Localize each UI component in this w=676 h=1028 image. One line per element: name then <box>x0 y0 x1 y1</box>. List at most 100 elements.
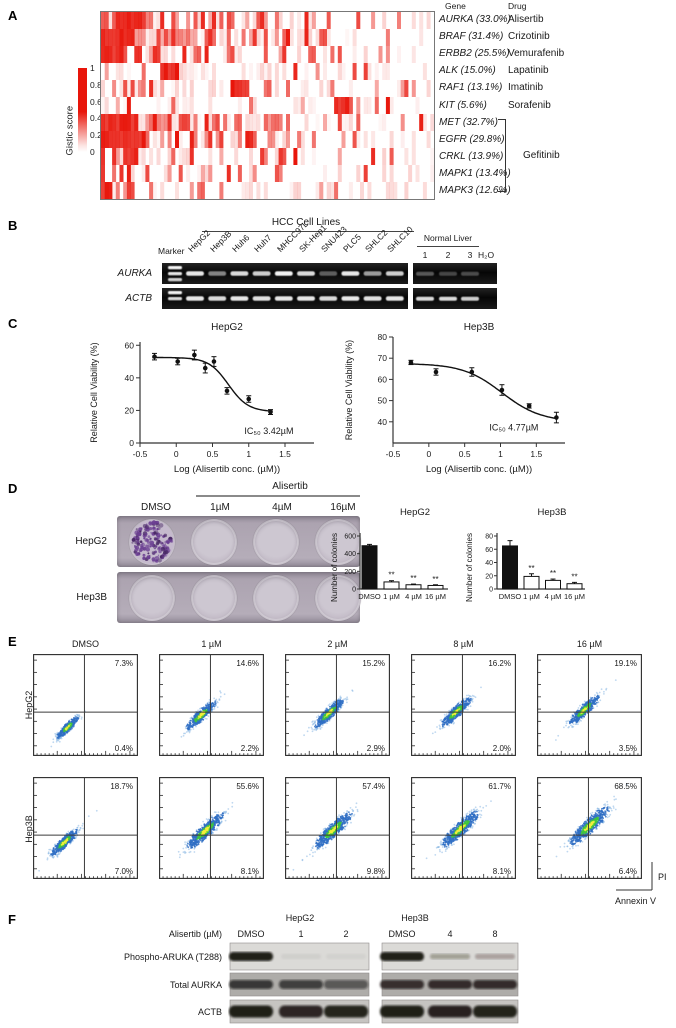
svg-text:**: ** <box>528 564 534 573</box>
colony-row-label: Hep3B <box>76 592 107 603</box>
svg-text:40: 40 <box>485 560 493 567</box>
cell-line-label: Huh7 <box>251 232 274 254</box>
gistic-tick: 0.6 <box>90 96 102 107</box>
svg-text:60: 60 <box>485 547 493 554</box>
svg-text:2.2%: 2.2% <box>241 744 259 753</box>
colony-well <box>253 574 299 621</box>
svg-text:IC₅₀ 4.77µM: IC₅₀ 4.77µM <box>489 422 538 432</box>
flow-column-header: DMSO <box>72 639 99 649</box>
flow-plot: 15.2% 2.9% <box>285 654 390 756</box>
flow-column-header: 1 µM <box>201 639 222 649</box>
gene-label: ALK (15.0%) <box>439 65 496 77</box>
gistic-tick: 0 <box>90 147 95 157</box>
svg-text:Hep3B: Hep3B <box>464 322 495 333</box>
drug-label: Alisertib <box>508 14 544 25</box>
gene-label: CRKL (13.9%) <box>439 150 504 162</box>
gistic-tick: 0.8 <box>90 79 102 90</box>
flow-plot: 19.1% 3.5% <box>537 654 642 756</box>
svg-text:1: 1 <box>246 449 251 459</box>
colony-well <box>129 518 175 565</box>
svg-text:1: 1 <box>498 449 503 459</box>
svg-text:0.5: 0.5 <box>459 449 471 459</box>
gene-label: BRAF (31.4%) <box>439 31 504 43</box>
svg-text:19.1%: 19.1% <box>614 659 637 668</box>
flow-plot: 68.5%6.4% <box>537 777 642 879</box>
colony-dose-header: 1µM <box>210 502 230 513</box>
svg-text:7.3%: 7.3% <box>115 659 133 668</box>
svg-text:55.6%: 55.6% <box>236 782 259 791</box>
flow-plot: 14.6% 2.2% <box>159 654 264 756</box>
svg-text:Relative Cell Viability (%): Relative Cell Viability (%) <box>344 340 354 440</box>
western-row-label: ACTB <box>197 1007 222 1017</box>
svg-text:DMSO: DMSO <box>499 592 522 601</box>
cell-line-label: HepG2 <box>185 227 213 254</box>
svg-text:18.7%: 18.7% <box>110 782 133 791</box>
svg-text:**: ** <box>550 569 556 578</box>
flow-plot: 57.4%9.8% <box>285 777 390 879</box>
svg-text:600: 600 <box>344 534 356 541</box>
svg-text:-0.5: -0.5 <box>133 449 148 459</box>
svg-text:**: ** <box>410 574 416 583</box>
gistic-tick: 1 <box>90 63 95 73</box>
gene-label: ERBB2 (25.5%) <box>439 48 510 60</box>
gene-label: MAPK1 (13.4%) <box>439 167 511 179</box>
svg-text:2.0%: 2.0% <box>493 744 511 753</box>
svg-text:16 µM: 16 µM <box>425 592 446 601</box>
panel-b-letter: B <box>8 218 18 233</box>
colony-well <box>191 574 237 621</box>
cell-line-label: Hep3B <box>207 228 234 254</box>
svg-text:-0.5: -0.5 <box>386 449 401 459</box>
svg-text:**: ** <box>571 572 577 581</box>
drug-label: Vemurafenib <box>508 48 565 60</box>
panel-c-letter: C <box>8 316 18 331</box>
svg-text:0: 0 <box>426 449 431 459</box>
svg-text:14.6%: 14.6% <box>236 659 259 668</box>
western-lane-label: 1 <box>298 929 304 939</box>
svg-text:**: ** <box>432 575 438 584</box>
gistic-tick: 0.4 <box>90 113 102 124</box>
western-lane-label: DMSO <box>237 929 265 939</box>
colony-well <box>191 518 237 565</box>
svg-text:200: 200 <box>344 569 356 576</box>
svg-text:0: 0 <box>352 587 356 594</box>
normal-liver-number: 1 <box>422 250 428 260</box>
svg-text:HepG2: HepG2 <box>400 507 430 518</box>
dose-response-chart-hep3b: Hep3B -0.5 0 0.5 1 1.5 40 50 60 70 80 Relative Cell… <box>344 322 565 475</box>
svg-text:80: 80 <box>485 534 493 541</box>
flow-column-header: 2 µM <box>327 639 348 649</box>
gene-label: KIT (5.6%) <box>439 99 487 111</box>
svg-text:16.2%: 16.2% <box>488 659 511 668</box>
svg-text:50: 50 <box>378 396 388 406</box>
flow-plot: 16.2% 2.0% <box>411 654 516 756</box>
normal-liver-number: 2 <box>445 250 451 260</box>
svg-text:1.5: 1.5 <box>530 449 542 459</box>
svg-text:**: ** <box>388 571 394 580</box>
svg-text:20: 20 <box>485 573 493 580</box>
colony-dose-header: DMSO <box>141 502 171 513</box>
colony-well <box>315 518 361 565</box>
flow-column-header: 8 µM <box>453 639 474 649</box>
marker-lane-label: Marker <box>158 246 185 256</box>
svg-text:Number of colonies: Number of colonies <box>465 533 474 602</box>
gistic-colorbar <box>78 68 87 152</box>
colony-bar-chart-hepg2: HepG2 Number of colonies 0 200 400 600 DMSO ** 1… <box>330 507 448 602</box>
flow-plot: 7.3% 0.4% <box>33 654 138 756</box>
colony-well <box>129 574 175 621</box>
svg-text:40: 40 <box>125 373 135 383</box>
svg-text:Log (Alisertib conc. (µM)): Log (Alisertib conc. (µM)) <box>174 464 280 475</box>
svg-text:Relative Cell Viability (%): Relative Cell Viability (%) <box>89 342 99 442</box>
colony-dose-header: 4µM <box>272 502 292 513</box>
drug-label: Imatinib <box>508 82 544 94</box>
gene-label: MAPK3 (12.6%) <box>439 185 511 196</box>
drug-label: Sorafenib <box>508 99 551 111</box>
svg-text:80: 80 <box>378 332 388 342</box>
western-lane-label: DMSO <box>388 929 416 939</box>
svg-text:0.5: 0.5 <box>207 449 219 459</box>
drug-label: Lapatinib <box>508 65 549 77</box>
svg-text:400: 400 <box>344 551 356 558</box>
svg-text:1.5: 1.5 <box>279 449 291 459</box>
panel-e-letter: E <box>8 634 17 649</box>
gefitinib-drug-label: Gefitinib <box>523 150 560 161</box>
